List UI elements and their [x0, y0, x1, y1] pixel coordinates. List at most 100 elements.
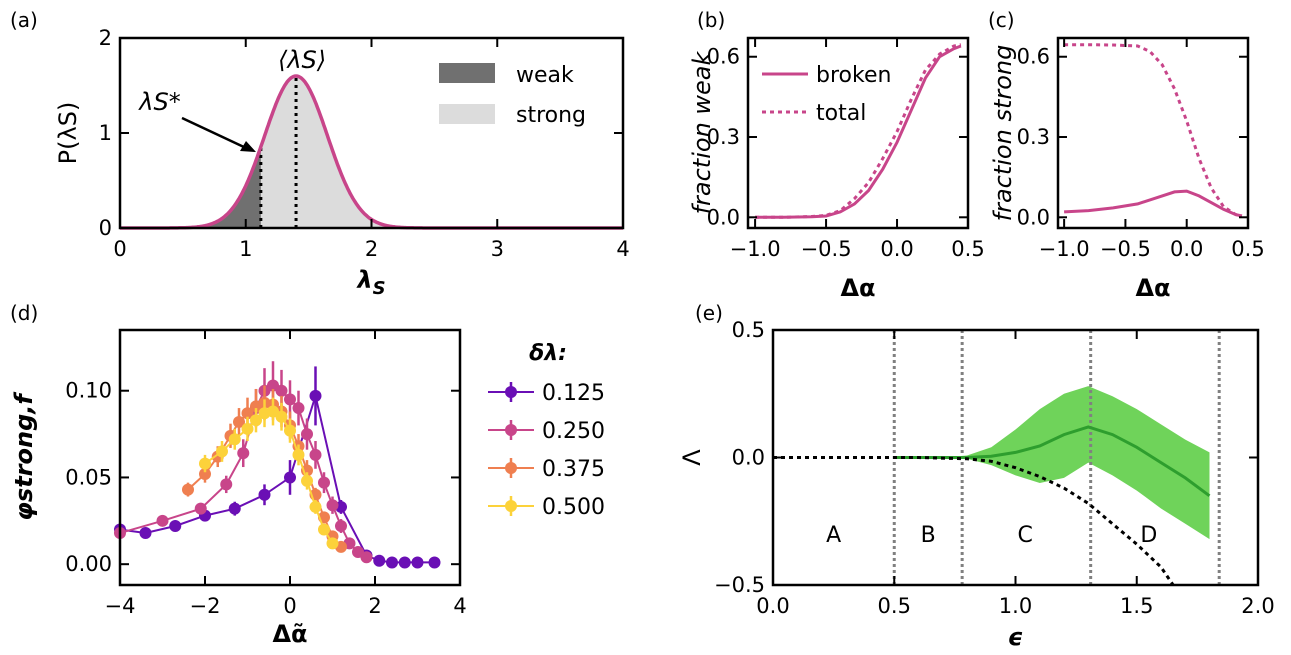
- data-point: [228, 433, 241, 446]
- data-point: [233, 415, 245, 428]
- legend-label: 0.125: [542, 381, 605, 406]
- series-0.500: [199, 397, 339, 550]
- data-point: [335, 520, 347, 533]
- x-tick-label: 3: [491, 237, 504, 261]
- data-point: [292, 402, 305, 415]
- data-point: [292, 448, 305, 461]
- data-point: [241, 422, 254, 435]
- legend-label-weak: weak: [516, 63, 574, 88]
- data-point: [398, 556, 411, 569]
- legend-marker: [505, 462, 517, 474]
- data-point: [301, 428, 313, 441]
- data-point: [326, 537, 339, 550]
- x-tick-label: 2.0: [1241, 594, 1274, 618]
- mean-annotation: ⟨λS⟩: [278, 46, 326, 74]
- legend-swatch-strong: [439, 104, 495, 124]
- data-point: [284, 471, 296, 484]
- legend-label-broken: broken: [816, 63, 891, 88]
- series-line-1: [1064, 43, 1243, 218]
- data-point: [373, 554, 386, 567]
- threshold-arrow: [181, 116, 247, 150]
- data-point: [309, 448, 322, 461]
- legend-marker: [505, 424, 517, 436]
- data-point: [258, 488, 271, 501]
- x-tick-label: 4: [453, 594, 466, 618]
- data-point: [318, 523, 330, 536]
- region-label-D: D: [1140, 523, 1157, 548]
- region-label-A: A: [826, 523, 841, 548]
- data-point: [360, 551, 373, 564]
- weak-area: [120, 146, 261, 228]
- plot-frame: [1056, 36, 1250, 230]
- series-line-total: [755, 43, 962, 219]
- legend-label-strong: strong: [516, 103, 586, 128]
- data-point: [284, 393, 296, 406]
- data-point: [237, 447, 250, 460]
- y-tick-label: −0.5: [714, 573, 765, 597]
- data-point: [386, 556, 398, 569]
- x-tick-label: −1.0: [730, 237, 781, 261]
- x-tick-label: 0.0: [880, 237, 913, 261]
- y-axis-label: φstrong,f: [10, 392, 38, 521]
- panel-label-e: (e): [695, 301, 723, 325]
- data-point: [326, 499, 339, 512]
- reference-line: [773, 456, 1175, 586]
- data-point: [411, 556, 424, 569]
- data-point: [241, 407, 254, 420]
- legend-swatch-weak: [439, 63, 495, 83]
- panel-label-a: (a): [10, 8, 38, 32]
- x-tick-label: 2: [368, 594, 381, 618]
- data-point: [275, 410, 288, 423]
- y-axis-label: Λ: [678, 449, 706, 466]
- y-tick-label: 0.0: [732, 446, 765, 470]
- y-tick-label: 0.5: [732, 318, 765, 342]
- x-tick-label: −2: [190, 594, 221, 618]
- data-point: [199, 457, 211, 470]
- y-tick-label: 0.6: [1017, 45, 1050, 69]
- x-tick-label: 0.0: [756, 594, 789, 618]
- data-point: [309, 389, 322, 402]
- series-line-0: [1064, 189, 1243, 218]
- legend-label: 0.375: [542, 457, 605, 482]
- x-tick-label: 0.0: [1170, 237, 1203, 261]
- y-tick-label: 0.00: [65, 552, 112, 576]
- series-line: [204, 410, 334, 544]
- data-point: [220, 478, 233, 491]
- panel-c: −1.0 −0.5 0.0 0.5 0.0 0.3 0.6 Δα fraction strong: [989, 36, 1265, 302]
- x-tick-label: 0.5: [878, 594, 911, 618]
- y-tick-label: 0.05: [65, 465, 112, 489]
- confidence-band: [894, 386, 1210, 540]
- data-point: [250, 414, 262, 427]
- legend-marker: [505, 386, 517, 398]
- data-point: [216, 445, 228, 458]
- y-tick-label: 0.3: [707, 125, 740, 149]
- plot-frame: [118, 328, 462, 587]
- y-axis-label: P(λS): [54, 102, 82, 165]
- y-axis-label: fraction strong: [989, 45, 1017, 222]
- plot-frame: [746, 36, 970, 230]
- panel-label-d: (d): [10, 301, 38, 325]
- x-tick-label: 1.5: [1120, 594, 1153, 618]
- threshold-annotation: λS*: [137, 88, 180, 116]
- x-tick-label: 0.5: [1231, 237, 1264, 261]
- region-label-B: B: [921, 523, 936, 548]
- data-point: [169, 520, 182, 533]
- x-axis-label: ϵ: [1008, 623, 1023, 651]
- data-point: [301, 474, 313, 487]
- y-tick-label: 0.3: [1017, 125, 1050, 149]
- legend-title: δλ:: [529, 341, 567, 366]
- x-tick-label: 1.0: [999, 594, 1032, 618]
- series-0.125: [114, 366, 441, 569]
- x-tick-label: 2: [365, 237, 378, 261]
- y-tick-label: 0.0: [1017, 205, 1050, 229]
- legend-label: 0.250: [542, 419, 605, 444]
- data-point: [139, 526, 152, 539]
- threshold-arrowhead: [240, 141, 256, 152]
- data-point: [199, 467, 211, 480]
- data-point: [309, 500, 322, 513]
- data-point: [182, 483, 194, 496]
- y-tick-label: 0.0: [707, 205, 740, 229]
- data-point: [284, 424, 296, 437]
- panel-label-b: (b): [697, 8, 725, 32]
- x-tick-label: 4: [616, 237, 629, 261]
